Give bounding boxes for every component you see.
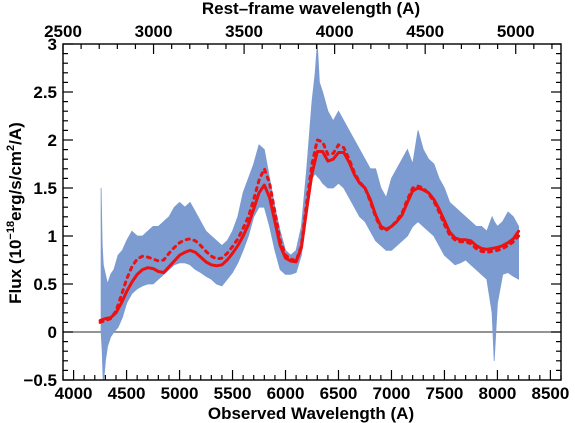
x-tick-label: 4000	[55, 384, 93, 403]
y-tick-label: 0.5	[33, 275, 57, 294]
axes: 4000 4500 5000 5500 6000 6500 7000 7500 8000 8500…	[23, 22, 569, 403]
x-tick-label: 8000	[479, 384, 517, 403]
x-tick-label: 6500	[320, 384, 358, 403]
y-axis-title-exponent: −18	[5, 221, 17, 240]
y-axis-title-part: /A)	[6, 122, 25, 145]
y-tick-label: 2	[48, 131, 57, 150]
y-axis-title-part: Flux (10	[6, 240, 25, 304]
y-tick-label: 0	[48, 323, 57, 342]
spectrum-band	[100, 44, 519, 380]
y-axis-title: Flux (10−18erg/s/cm2/A)	[5, 122, 25, 304]
x2-tick-label: 5000	[497, 22, 535, 41]
x2-tick-label: 3000	[135, 22, 173, 41]
x-tick-label: 7500	[426, 384, 464, 403]
y-tick-label: 1	[48, 227, 57, 246]
x-tick-label: 4500	[108, 384, 146, 403]
y-tick-label: 3	[48, 35, 57, 54]
x-tick-label: 6000	[267, 384, 305, 403]
x-tick-label: 5500	[214, 384, 252, 403]
x2-tick-label: 3500	[225, 22, 263, 41]
x-tick-label: 8500	[531, 384, 569, 403]
y-axis-title-part: erg/s/cm	[6, 151, 25, 221]
plot-area	[63, 44, 561, 380]
y-tick-label: 2.5	[33, 83, 57, 102]
x2-tick-label: 4000	[316, 22, 354, 41]
x-tick-label: 5000	[161, 384, 199, 403]
y-tick-label: 1.5	[33, 179, 57, 198]
top-axis-title: Rest–frame wavelength (A)	[202, 0, 420, 18]
x2-tick-label: 4500	[406, 22, 444, 41]
model-line-dotted	[98, 138, 521, 324]
plot-content	[63, 44, 561, 380]
x-axis-title: Observed Wavelength (A)	[208, 404, 414, 423]
plot-frame	[62, 43, 562, 381]
y-tick-label: −0.5	[23, 371, 57, 390]
y-axis-title-exponent: 2	[5, 145, 17, 151]
x-tick-label: 7000	[373, 384, 411, 403]
x2-tick-label: 2500	[44, 22, 82, 41]
